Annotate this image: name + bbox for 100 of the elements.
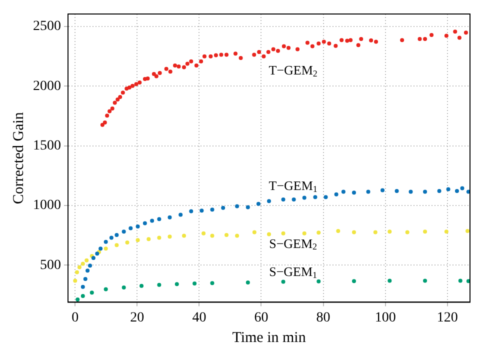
point <box>446 187 450 192</box>
x-tick-label: 0 <box>72 310 79 326</box>
point <box>140 284 144 288</box>
point <box>316 230 321 235</box>
y-tick-label: 1000 <box>33 198 61 214</box>
point <box>466 228 470 233</box>
x-tick-label: 20 <box>130 310 144 326</box>
point <box>324 195 328 200</box>
point <box>157 236 162 240</box>
point <box>104 246 108 251</box>
y-tick-label: 500 <box>40 258 61 273</box>
point <box>136 238 140 242</box>
point <box>388 278 392 283</box>
point <box>88 264 92 268</box>
y-tick-label: 2500 <box>33 19 61 34</box>
point <box>114 243 119 248</box>
point <box>281 197 286 202</box>
point <box>466 190 470 194</box>
point <box>292 197 296 202</box>
point <box>408 190 413 194</box>
point <box>246 205 250 210</box>
point <box>125 240 130 245</box>
point <box>202 231 206 236</box>
y-tick-label: 2000 <box>33 78 61 94</box>
point <box>80 294 85 298</box>
point <box>460 186 464 190</box>
point <box>334 192 338 196</box>
point <box>302 231 306 236</box>
point <box>423 190 428 194</box>
point <box>157 217 162 222</box>
point <box>454 188 459 193</box>
x-tick-label: 100 <box>374 310 396 326</box>
point <box>341 190 346 194</box>
x-tick-label: 120 <box>436 310 458 326</box>
point <box>80 284 85 289</box>
point <box>444 230 448 234</box>
point <box>458 278 462 283</box>
point <box>221 206 226 210</box>
point <box>388 230 392 234</box>
point <box>394 188 399 193</box>
y-axis-title: Corrected Gain <box>10 112 27 204</box>
point <box>352 190 356 195</box>
point <box>90 290 94 295</box>
point <box>76 297 80 302</box>
point <box>73 278 78 283</box>
point <box>380 188 385 192</box>
point <box>142 221 147 226</box>
point <box>313 195 318 200</box>
point <box>423 278 428 283</box>
point <box>146 237 151 242</box>
point <box>437 188 442 193</box>
point <box>373 230 378 234</box>
point <box>192 281 197 286</box>
point <box>366 190 370 194</box>
y-tick-label: 1500 <box>33 138 61 154</box>
point <box>104 240 108 244</box>
point <box>210 208 214 212</box>
point <box>423 230 428 234</box>
point <box>405 230 410 234</box>
point <box>104 287 108 292</box>
point <box>80 262 85 266</box>
point <box>189 209 194 214</box>
point <box>466 279 470 284</box>
x-tick-label: 40 <box>192 310 206 326</box>
point <box>210 234 214 238</box>
point <box>256 202 260 206</box>
point <box>182 234 186 238</box>
point <box>77 265 82 270</box>
point <box>136 224 140 229</box>
point <box>150 218 154 223</box>
point <box>200 208 204 213</box>
point <box>122 286 126 290</box>
point <box>246 280 250 285</box>
point <box>128 226 133 230</box>
point <box>84 258 89 262</box>
point <box>174 282 179 286</box>
point <box>281 231 286 236</box>
point <box>352 230 356 234</box>
x-axis-title: Time in min <box>232 330 306 346</box>
x-tick-label: 60 <box>254 310 268 326</box>
point <box>252 230 256 234</box>
point <box>98 246 103 251</box>
point <box>168 234 172 239</box>
point <box>235 234 240 238</box>
point <box>267 199 271 204</box>
point <box>157 282 162 287</box>
point <box>74 270 79 274</box>
x-tick-label: 80 <box>316 310 330 326</box>
point <box>281 280 286 284</box>
point <box>114 233 119 238</box>
point <box>86 268 90 273</box>
point <box>316 279 321 284</box>
point <box>168 215 172 220</box>
point <box>224 233 229 238</box>
point <box>267 232 271 236</box>
point <box>235 204 240 208</box>
point <box>336 228 340 233</box>
point <box>122 230 126 234</box>
point <box>210 281 214 286</box>
point <box>302 196 306 200</box>
